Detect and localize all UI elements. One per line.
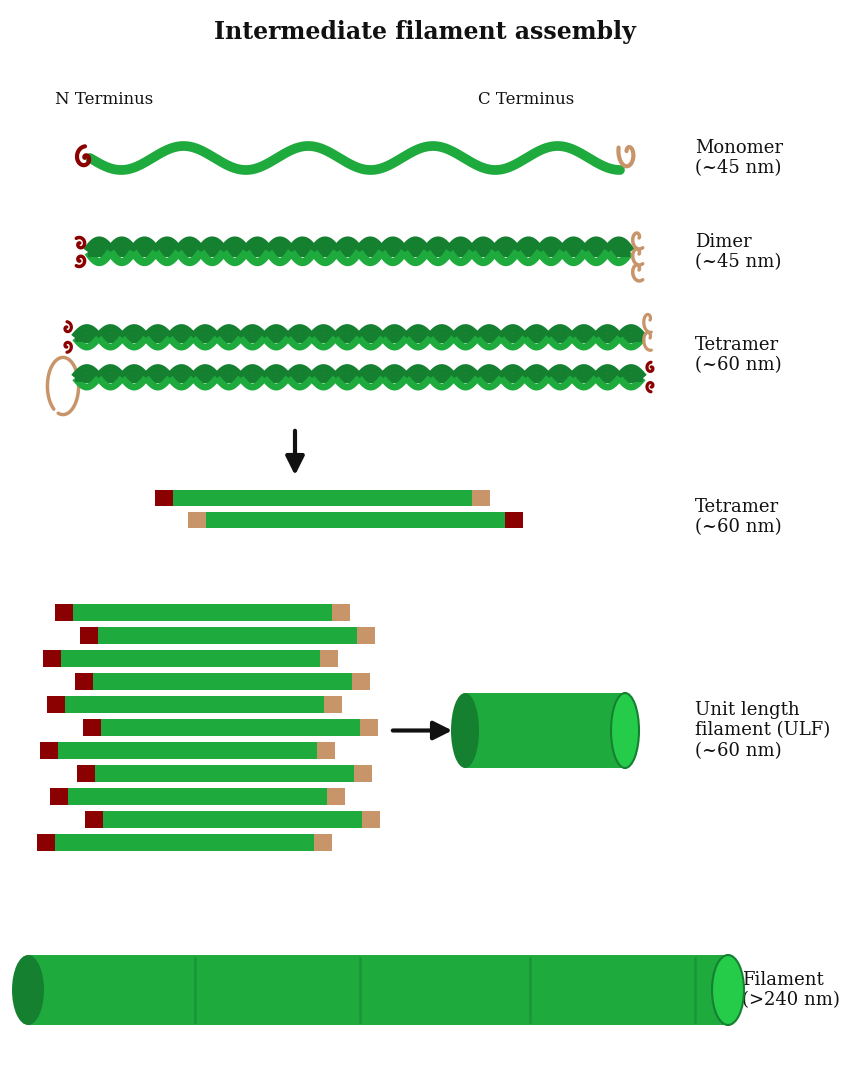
Bar	[37, 834, 55, 851]
Bar	[85, 812, 103, 828]
Bar	[360, 719, 378, 736]
Bar	[314, 834, 332, 851]
Bar	[50, 788, 345, 805]
Bar	[80, 627, 375, 644]
Text: C Terminus: C Terminus	[478, 91, 575, 108]
Bar	[362, 812, 380, 828]
Bar	[75, 673, 370, 690]
Ellipse shape	[451, 693, 479, 768]
Bar	[85, 812, 380, 828]
Text: Tetramer
(~60 nm): Tetramer (~60 nm)	[695, 497, 782, 536]
Bar	[40, 742, 335, 759]
Bar	[188, 512, 523, 528]
Text: Dimer
(~45 nm): Dimer (~45 nm)	[695, 233, 781, 271]
Bar	[352, 673, 370, 690]
Text: Monomer
(~45 nm): Monomer (~45 nm)	[695, 138, 783, 177]
Bar	[631, 334, 643, 342]
Text: Intermediate filament assembly: Intermediate filament assembly	[214, 20, 636, 44]
Bar	[88, 247, 102, 257]
Bar	[50, 788, 68, 805]
Ellipse shape	[712, 955, 744, 1025]
Bar	[75, 334, 87, 342]
Bar	[37, 834, 332, 851]
Bar	[47, 696, 65, 713]
Bar	[155, 490, 173, 506]
Bar	[354, 765, 372, 781]
Bar	[75, 333, 643, 342]
Bar	[465, 693, 625, 768]
Bar	[83, 719, 101, 736]
Bar	[75, 374, 87, 382]
Bar	[83, 719, 378, 736]
Text: N Terminus: N Terminus	[55, 91, 153, 108]
Bar	[327, 788, 345, 805]
Text: Unit length
filament (ULF)
(~60 nm): Unit length filament (ULF) (~60 nm)	[695, 701, 830, 760]
Bar	[505, 512, 523, 528]
Bar	[40, 742, 58, 759]
Bar	[55, 604, 73, 621]
Bar	[47, 696, 342, 713]
Bar	[28, 955, 728, 1025]
Bar	[80, 627, 98, 644]
Text: Tetramer
(~60 nm): Tetramer (~60 nm)	[695, 336, 782, 374]
Bar	[75, 673, 93, 690]
Bar	[43, 650, 61, 667]
Bar	[77, 765, 372, 781]
Bar	[631, 374, 643, 382]
Bar	[43, 650, 338, 667]
Bar	[77, 765, 95, 781]
Bar	[155, 490, 490, 506]
Bar	[332, 604, 350, 621]
Bar	[55, 604, 350, 621]
Bar	[188, 512, 206, 528]
Ellipse shape	[611, 693, 639, 768]
Bar	[75, 373, 643, 383]
Bar	[324, 696, 342, 713]
Bar	[320, 650, 338, 667]
Bar	[472, 490, 490, 506]
Text: Filament
(>240 nm): Filament (>240 nm)	[742, 970, 840, 1010]
Bar	[616, 247, 630, 257]
Bar	[357, 627, 375, 644]
Bar	[317, 742, 335, 759]
Bar	[88, 247, 630, 257]
Ellipse shape	[12, 955, 44, 1025]
